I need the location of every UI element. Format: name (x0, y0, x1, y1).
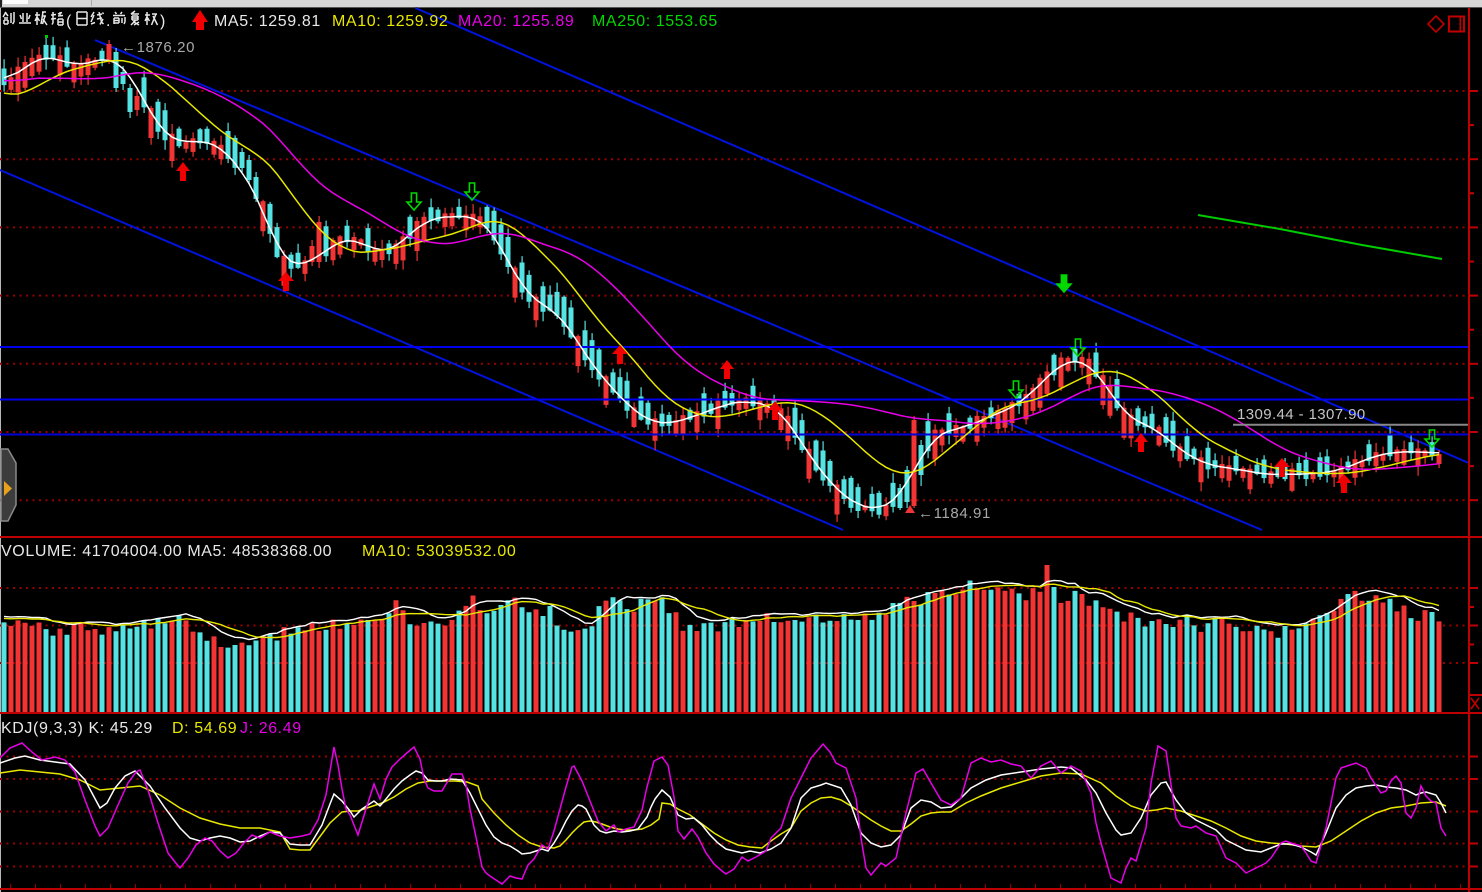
svg-text:MA10: 53039532.00: MA10: 53039532.00 (362, 543, 516, 560)
svg-text:KDJ(9,3,3) K: 45.29: KDJ(9,3,3) K: 45.29 (1, 720, 153, 737)
svg-text:J: 26.49: J: 26.49 (240, 720, 302, 737)
svg-text:D: 54.69: D: 54.69 (172, 720, 237, 737)
svg-text:MA250: 1553.65: MA250: 1553.65 (592, 13, 718, 30)
svg-text:VOLUME: 41704004.00 MA5: 4853: VOLUME: 41704004.00 MA5: 48538368.00 (1, 543, 332, 560)
svg-text:MA20: 1255.89: MA20: 1255.89 (458, 13, 574, 30)
svg-text:←1876.20: ←1876.20 (121, 39, 195, 56)
svg-text:←1184.91: ←1184.91 (918, 505, 991, 522)
svg-text:(: ( (66, 13, 72, 30)
svg-text:.: . (106, 13, 111, 30)
svg-text:MA5: 1259.81: MA5: 1259.81 (214, 13, 321, 30)
svg-text:): ) (160, 13, 166, 30)
svg-text:MA10: 1259.92: MA10: 1259.92 (332, 13, 448, 30)
svg-text:1309.44 - 1307.90: 1309.44 - 1307.90 (1237, 406, 1366, 423)
